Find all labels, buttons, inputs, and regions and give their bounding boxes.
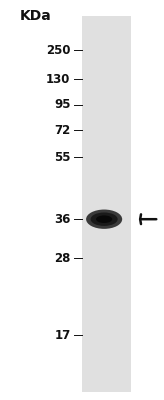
Ellipse shape	[96, 216, 112, 223]
Bar	[82, 16, 131, 392]
Text: KDa: KDa	[20, 9, 52, 23]
Ellipse shape	[91, 212, 118, 226]
Text: 95: 95	[54, 98, 71, 111]
Text: 17: 17	[54, 329, 71, 342]
Text: 72: 72	[54, 124, 71, 136]
Text: 250: 250	[46, 44, 71, 56]
Text: 36: 36	[54, 213, 71, 226]
Text: 130: 130	[46, 73, 71, 86]
Ellipse shape	[86, 210, 122, 229]
Text: 55: 55	[54, 151, 71, 164]
Text: 28: 28	[54, 252, 71, 264]
